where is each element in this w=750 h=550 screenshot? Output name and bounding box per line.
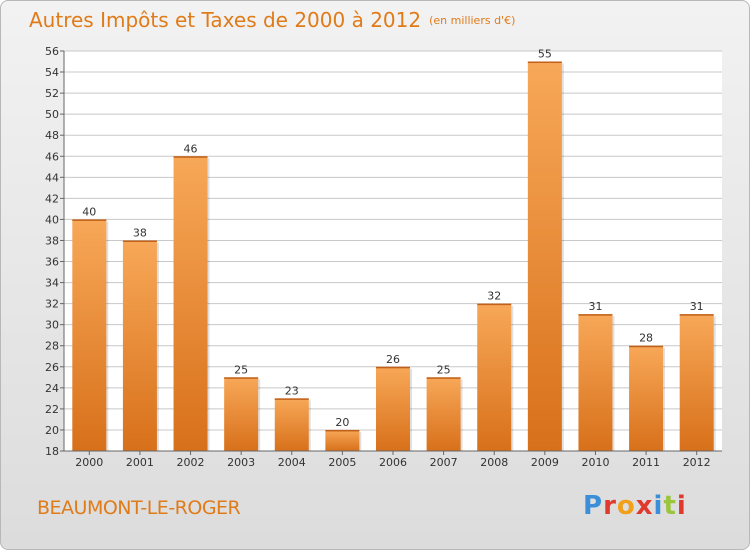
commune-name: BEAUMONT-LE-ROGER bbox=[37, 497, 241, 519]
bar-2005 bbox=[325, 429, 360, 451]
x-tick-label: 2011 bbox=[632, 456, 660, 469]
bar-top-edge bbox=[122, 240, 157, 242]
y-tick-label: 46 bbox=[45, 150, 59, 163]
y-tick-label: 42 bbox=[45, 192, 59, 205]
y-tick-label: 20 bbox=[45, 424, 59, 437]
logo-letter: o bbox=[616, 491, 636, 521]
logo-letter: r bbox=[603, 491, 617, 521]
bar-value-label: 28 bbox=[639, 332, 653, 345]
y-tick-label: 44 bbox=[45, 171, 59, 184]
x-tick-label: 2006 bbox=[379, 456, 407, 469]
bar-top-edge bbox=[274, 398, 309, 400]
logo-letter: x bbox=[635, 491, 654, 521]
logo-letter: t bbox=[663, 491, 677, 521]
x-tick-label: 2002 bbox=[177, 456, 205, 469]
bar-2008 bbox=[477, 303, 512, 451]
bar-top-edge bbox=[325, 429, 360, 432]
bar-value-label: 26 bbox=[386, 353, 400, 366]
y-tick-label: 24 bbox=[45, 382, 59, 395]
bar-2001 bbox=[122, 240, 157, 451]
bar-value-label: 32 bbox=[487, 290, 501, 303]
y-tick-label: 26 bbox=[45, 361, 59, 374]
bar-2004 bbox=[274, 398, 309, 451]
title-text: Autres Impôts et Taxes de 2000 à 2012 bbox=[29, 8, 422, 32]
x-tick-label: 2010 bbox=[581, 456, 609, 469]
bar-value-label: 40 bbox=[82, 205, 96, 218]
bar-top-edge bbox=[224, 377, 259, 379]
bar-value-label: 31 bbox=[588, 300, 602, 313]
x-tick-label: 2000 bbox=[75, 456, 103, 469]
x-tick-label: 2008 bbox=[480, 456, 508, 469]
bar-top-edge bbox=[426, 377, 461, 379]
y-tick-label: 56 bbox=[45, 45, 59, 58]
y-tick-label: 36 bbox=[45, 256, 59, 269]
bar-top-edge bbox=[527, 61, 562, 64]
y-axis: 18 20 22 24 26 28 30 32 34 36 38 40 42 44 46 48 50 52 54 56 bbox=[45, 45, 65, 458]
x-tick-label: 2001 bbox=[126, 456, 154, 469]
bar-2010 bbox=[578, 314, 613, 451]
x-tick-label: 2005 bbox=[328, 456, 356, 469]
bar-top-edge bbox=[679, 314, 714, 316]
x-tick-label: 2009 bbox=[531, 456, 559, 469]
y-tick-label: 22 bbox=[45, 403, 59, 416]
bar-top-edge bbox=[173, 156, 208, 158]
y-tick-label: 30 bbox=[45, 319, 59, 332]
bar-top-edge bbox=[376, 366, 410, 369]
bar-2012 bbox=[679, 314, 714, 451]
proxiti-logo: Proxiti bbox=[583, 491, 687, 521]
x-tick-label: 2003 bbox=[227, 456, 255, 469]
bar-value-label: 55 bbox=[538, 48, 552, 61]
bar-top-edge bbox=[477, 303, 512, 306]
bar-value-label: 20 bbox=[335, 416, 349, 429]
y-tick-label: 32 bbox=[45, 298, 59, 311]
bar-2011 bbox=[629, 345, 664, 451]
title-unit: (en milliers d'€) bbox=[429, 14, 516, 27]
bar-value-label: 46 bbox=[184, 142, 198, 155]
x-tick-label: 2007 bbox=[430, 456, 458, 469]
bar-value-label: 23 bbox=[285, 384, 299, 397]
bar-value-label: 31 bbox=[690, 300, 704, 313]
bar-value-label: 25 bbox=[437, 363, 451, 376]
bar-top-edge bbox=[578, 314, 613, 316]
y-tick-label: 18 bbox=[45, 445, 59, 458]
y-tick-label: 34 bbox=[45, 277, 59, 290]
logo-letter: i bbox=[676, 491, 687, 521]
bar-2009 bbox=[527, 61, 562, 452]
bar-2006 bbox=[376, 366, 410, 451]
y-tick-label: 48 bbox=[45, 129, 59, 142]
y-tick-label: 28 bbox=[45, 340, 59, 353]
y-tick-label: 38 bbox=[45, 234, 59, 247]
x-tick-label: 2012 bbox=[683, 456, 711, 469]
x-axis: 2000 2001 2002 2003 2004 2005 2006 2007 2008 2009… bbox=[64, 450, 722, 469]
y-tick-label: 50 bbox=[45, 108, 59, 121]
y-tick-label: 52 bbox=[45, 87, 59, 100]
bar-2007 bbox=[426, 377, 461, 451]
bar-2000 bbox=[72, 219, 107, 451]
bar-value-label: 25 bbox=[234, 363, 248, 376]
y-tick-label: 40 bbox=[45, 213, 59, 226]
logo-letter: P bbox=[583, 491, 604, 521]
y-tick-label: 54 bbox=[45, 66, 59, 79]
x-tick-label: 2004 bbox=[278, 456, 306, 469]
bar-top-edge bbox=[72, 219, 107, 221]
bar-2002 bbox=[173, 156, 208, 451]
bar-top-edge bbox=[629, 345, 664, 348]
bars: 40 38 46 25 23 20 26 25 32 55 31 28 31 bbox=[72, 48, 716, 452]
bar-2003 bbox=[224, 377, 259, 451]
bar-value-label: 38 bbox=[133, 226, 147, 239]
chart-title: Autres Impôts et Taxes de 2000 à 2012 (en… bbox=[29, 8, 515, 32]
logo-letter: i bbox=[653, 491, 664, 521]
